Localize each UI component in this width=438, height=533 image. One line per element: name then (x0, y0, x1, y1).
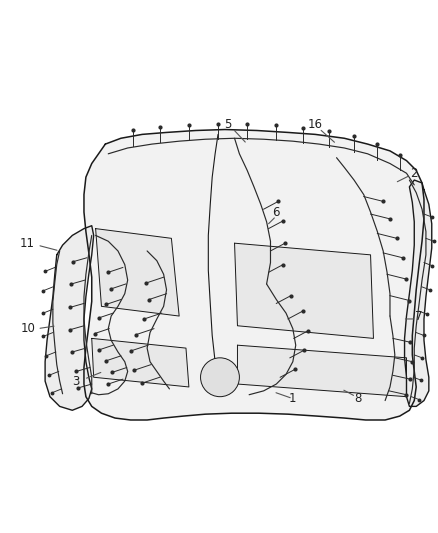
Text: 2: 2 (410, 167, 418, 180)
Text: 11: 11 (20, 237, 35, 249)
Polygon shape (405, 180, 432, 406)
Text: 8: 8 (354, 392, 362, 405)
Text: 6: 6 (272, 206, 280, 219)
Polygon shape (92, 338, 189, 387)
Polygon shape (237, 345, 406, 397)
Polygon shape (84, 130, 424, 420)
Text: 3: 3 (73, 375, 80, 387)
Polygon shape (234, 243, 374, 338)
Text: 5: 5 (224, 118, 231, 131)
Circle shape (201, 358, 240, 397)
Text: 7: 7 (415, 310, 423, 322)
Polygon shape (45, 225, 94, 410)
Text: 1: 1 (289, 392, 297, 405)
Text: 16: 16 (307, 118, 323, 131)
Polygon shape (95, 229, 179, 316)
Text: 10: 10 (20, 322, 35, 335)
